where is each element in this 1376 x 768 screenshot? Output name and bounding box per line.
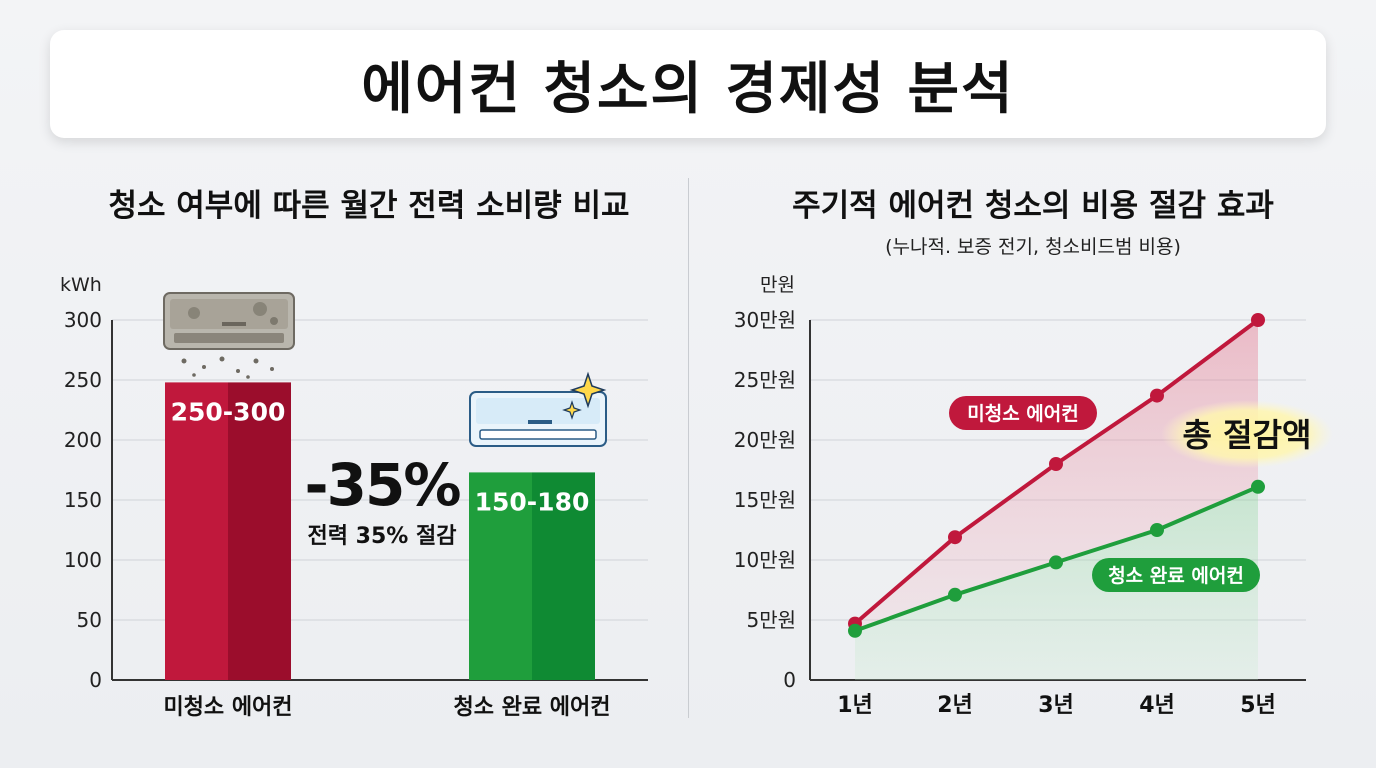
line-y-tick-label: 25만원 xyxy=(734,368,796,392)
bar xyxy=(469,472,532,680)
line-x-label: 3년 xyxy=(1038,693,1074,718)
series-point xyxy=(1251,313,1265,327)
line-x-label: 2년 xyxy=(937,693,973,718)
line-x-labels: 1년 2년 3년 4년 5년 xyxy=(837,693,1276,718)
bar-shade xyxy=(532,472,595,680)
bar-x-label: 청소 완료 에어컨 xyxy=(454,695,611,720)
bar-marks: 250-300 150-180 xyxy=(165,382,595,680)
savings-glow xyxy=(1161,400,1333,468)
bar-x-label: 미청소 에어컨 xyxy=(163,695,292,720)
series-label: 청소 완료 에어컨 xyxy=(1108,565,1244,587)
series-label: 미청소 에어컨 xyxy=(967,403,1079,425)
bar-chart-title: 청소 여부에 따른 월간 전력 소비량 비교 xyxy=(108,188,630,224)
bar-y-tick-label: 150 xyxy=(64,488,102,512)
bar-chart: kWh 0 50 100 150 200 250 300 250-300 150-180 미청… xyxy=(60,274,648,720)
line-chart-title: 주기적 에어컨 청소의 비용 절감 효과 xyxy=(792,188,1274,224)
bar-y-tick-label: 250 xyxy=(64,368,102,392)
line-y-tick-label: 15만원 xyxy=(734,488,796,512)
series-point xyxy=(1049,555,1063,570)
line-y-tick-label: 5만원 xyxy=(746,608,796,632)
bar-data-label: 150-180 xyxy=(475,487,590,516)
bar-y-ticks: 0 50 100 150 200 250 300 xyxy=(64,308,102,692)
bar-shade xyxy=(228,382,291,680)
series-label-pill xyxy=(949,396,1097,430)
series-point xyxy=(948,530,962,545)
line-x-label: 1년 xyxy=(837,693,873,718)
series-point xyxy=(848,623,862,638)
bar xyxy=(165,382,228,680)
bar-data-label: 250-300 xyxy=(171,397,286,426)
panel-divider xyxy=(688,178,689,718)
line-y-unit: 만원 xyxy=(760,274,795,296)
series-label-pill xyxy=(1092,558,1260,592)
bar-y-unit: kWh xyxy=(60,274,102,296)
line-y-tick-label: 20만원 xyxy=(734,428,796,452)
series-point xyxy=(948,587,962,602)
clean-air-conditioner-icon xyxy=(469,371,607,447)
line-y-ticks: 0 5만원 10만원 15만원 20만원 25만원 30만원 xyxy=(734,308,796,692)
bar-y-tick-label: 100 xyxy=(64,548,102,572)
bar-y-tick-label: 200 xyxy=(64,428,102,452)
series-point xyxy=(1150,523,1164,537)
bar-y-tick-label: 50 xyxy=(77,608,102,632)
dirty-air-conditioner-icon xyxy=(163,292,295,379)
bar-x-labels: 미청소 에어컨 청소 완료 에어컨 xyxy=(163,695,610,720)
line-x-label: 5년 xyxy=(1240,693,1276,718)
line-y-tick-label: 10만원 xyxy=(734,548,796,572)
series-point xyxy=(1049,457,1063,471)
line-chart-subtitle: (누나적. 보증 전기, 청소비드범 비용) xyxy=(885,236,1181,258)
bar-y-tick-label: 300 xyxy=(64,308,102,332)
line-x-label: 4년 xyxy=(1139,693,1175,718)
page-title: 에어컨 청소의 경제성 분석 xyxy=(361,56,1015,122)
total-savings-label: 총 절감액 xyxy=(1183,416,1312,454)
reduction-text: 전력 35% 절감 xyxy=(308,524,457,549)
line-y-tick-label: 0 xyxy=(783,668,796,692)
line-y-tick-label: 30만원 xyxy=(734,308,796,332)
sparkle-icon xyxy=(562,371,607,420)
bar-y-tick-label: 0 xyxy=(89,668,102,692)
series-point xyxy=(1150,388,1164,403)
series-point xyxy=(1251,479,1265,494)
reduction-percent: -35% xyxy=(305,451,461,519)
title-banner: 에어컨 청소의 경제성 분석 xyxy=(50,30,1326,138)
